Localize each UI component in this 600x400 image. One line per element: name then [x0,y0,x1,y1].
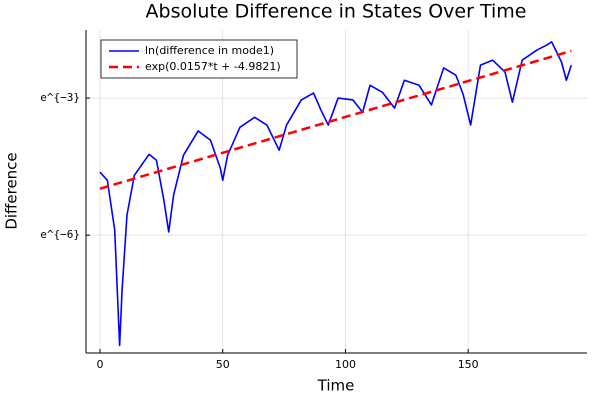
x-tick-label: 150 [458,358,479,371]
legend-label: ln(difference in mode1) [145,44,274,57]
line-series [99,49,572,190]
legend-box [100,39,298,79]
chart-title: Absolute Difference in States Over Time [146,1,527,23]
legend-label: exp(0.0157*t + -4.9821) [145,60,281,73]
y-tick-label: e^{−6} [40,228,80,241]
line-series [99,41,573,347]
x-axis-label: Time [317,377,355,395]
x-tick-label: 0 [96,358,103,371]
y-axis-label: Difference [3,152,21,229]
y-tick-label: e^{−3} [40,91,80,104]
x-tick-label: 50 [216,358,230,371]
x-tick-label: 100 [335,358,356,371]
